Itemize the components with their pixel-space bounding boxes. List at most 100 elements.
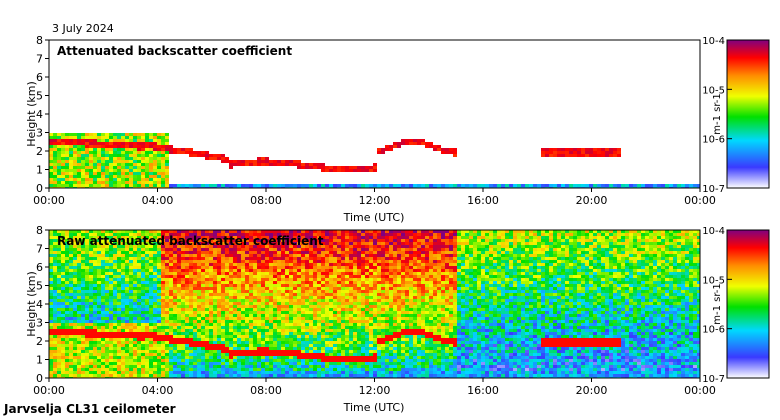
heat-cell [325,260,329,263]
heat-cell [293,272,297,275]
heat-cell [97,368,101,371]
heat-cell [229,278,233,281]
heat-cell [581,151,585,154]
heat-cell [93,281,97,284]
heat-cell [269,359,273,362]
heat-cell [61,308,65,311]
heat-cell [165,323,169,326]
heat-cell [81,248,85,251]
heat-cell [105,133,109,136]
heat-cell [269,287,273,290]
heat-cell [257,374,261,377]
heat-cell [349,347,353,350]
heat-cell [85,353,89,356]
heat-cell [321,284,325,287]
heat-cell [61,151,65,154]
heat-cell [301,248,305,251]
heat-cell [109,160,113,163]
heat-cell [253,254,257,257]
heat-cell [329,347,333,350]
heat-cell [229,293,233,296]
heat-cell [205,320,209,323]
heat-cell [293,293,297,296]
heat-cell [125,236,129,239]
heat-cell [101,245,105,248]
heat-cell [321,257,325,260]
heat-cell [149,281,153,284]
heat-cell [157,296,161,299]
heat-cell [49,184,53,187]
heat-cell [133,254,137,257]
heat-cell [201,365,205,368]
heat-cell [293,257,297,260]
heat-cell [289,281,293,284]
heat-cell [77,133,81,136]
y-tick-label: 0 [36,182,43,195]
heat-cell [137,160,141,163]
heat-cell [193,338,197,341]
heat-cell [353,275,357,278]
heat-cell [117,305,121,308]
heat-cell [145,260,149,263]
heat-cell [105,248,109,251]
heat-cell [49,284,53,287]
heat-cell [73,293,77,296]
heat-cell [325,359,329,362]
heat-cell [233,257,237,260]
heat-cell [197,326,201,329]
heat-cell [121,287,125,290]
heat-cell [81,169,85,172]
heat-cell [297,362,301,365]
heat-cell [269,299,273,302]
heat-cell [69,239,73,242]
heat-cell [253,184,257,187]
heat-cell [329,245,333,248]
heat-cell [277,308,281,311]
heat-cell [273,242,277,245]
heat-cell [297,239,301,242]
heat-cell [309,311,313,314]
heat-cell [321,365,325,368]
heat-cell [209,341,213,344]
heat-cell [305,290,309,293]
heat-cell [173,320,177,323]
heat-cell [145,335,149,338]
heat-cell [281,305,285,308]
heat-cell [65,163,69,166]
heat-cell [189,284,193,287]
heat-cell [137,338,141,341]
heat-cell [73,326,77,329]
heat-cell [221,314,225,317]
heat-cell [153,347,157,350]
heat-cell [69,160,73,163]
heat-cell [109,332,113,335]
heat-cell [169,245,173,248]
heat-cell [281,356,285,359]
heat-cell [129,175,133,178]
heat-cell [225,374,229,377]
heat-cell [233,293,237,296]
heat-cell [125,314,129,317]
heat-cell [673,184,677,187]
heat-cell [249,317,253,320]
heat-cell [161,169,165,172]
heat-cell [81,368,85,371]
heat-cell [125,133,129,136]
heat-cell [349,284,353,287]
heat-cell [137,142,141,145]
heat-cell [109,242,113,245]
heat-cell [177,365,181,368]
heat-cell [209,278,213,281]
heat-cell [105,245,109,248]
heat-cell [305,230,309,233]
heat-cell [89,157,93,160]
heat-cell [165,230,169,233]
heat-cell [261,371,265,374]
heat-cell [249,230,253,233]
heat-cell [257,329,261,332]
heat-cell [289,278,293,281]
heat-cell [69,245,73,248]
heat-cell [61,184,65,187]
heat-cell [101,359,105,362]
heat-cell [269,338,273,341]
